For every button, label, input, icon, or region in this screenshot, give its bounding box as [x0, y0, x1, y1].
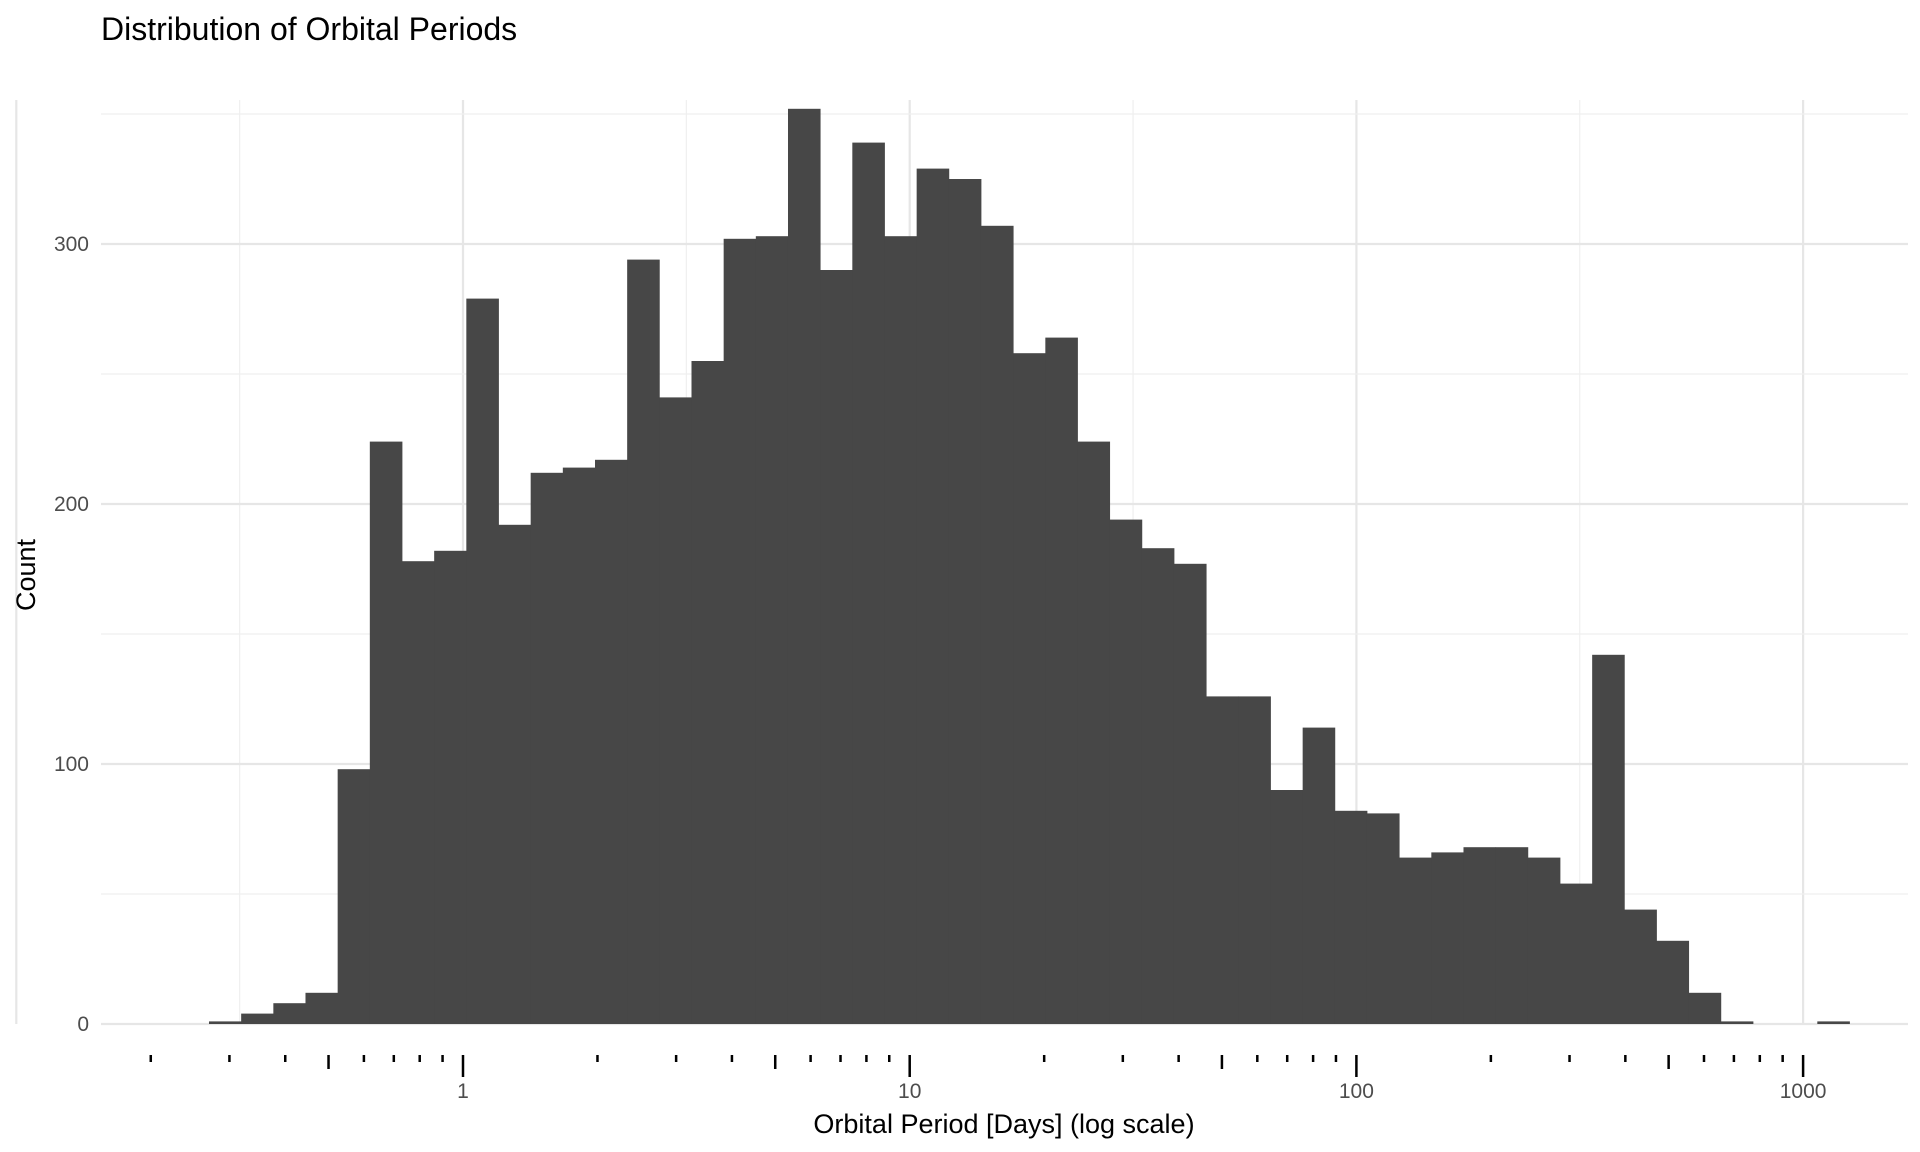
histogram-bar [1045, 337, 1078, 1025]
histogram-bar [691, 361, 725, 1024]
histogram-bars [208, 108, 1850, 1025]
histogram-bar [1688, 992, 1722, 1024]
histogram-bar [820, 270, 853, 1024]
histogram-bar [1141, 548, 1175, 1024]
histogram-bar [1527, 857, 1561, 1024]
histogram-bar [337, 769, 371, 1024]
histogram-bar [1173, 563, 1207, 1024]
histogram-bar [787, 108, 821, 1025]
histogram-bar [401, 561, 435, 1024]
histogram-bar [1559, 883, 1593, 1024]
chart-title: Distribution of Orbital Periods [101, 11, 517, 47]
x-axis-tick-label: 1 [457, 1080, 469, 1103]
histogram-bar [1431, 852, 1464, 1024]
histogram-bar [1334, 810, 1368, 1024]
x-axis-label: Orbital Period [Days] (log scale) [813, 1109, 1194, 1139]
histogram-bar [852, 142, 885, 1025]
histogram-bar [466, 298, 499, 1025]
histogram-bar [723, 238, 757, 1025]
histogram-bar [273, 1003, 306, 1024]
histogram-bar [916, 168, 950, 1025]
histogram-bar [1077, 441, 1111, 1025]
histogram-bar [1302, 727, 1336, 1024]
histogram-bar [208, 1021, 242, 1024]
histogram-bar [627, 259, 660, 1025]
x-axis-ticks [149, 1055, 1805, 1077]
histogram-bar [980, 225, 1014, 1025]
histogram-bar [1109, 519, 1143, 1024]
histogram-bar [1720, 1021, 1754, 1024]
histogram-bar [1206, 696, 1239, 1024]
histogram-bar [948, 179, 982, 1024]
histogram-bar [1656, 940, 1690, 1024]
histogram-bar [305, 992, 339, 1024]
histogram-bar [1817, 1021, 1850, 1024]
histogram-bar [530, 472, 564, 1024]
x-axis-tick-labels: 1 10 100 1000 [457, 1080, 1826, 1103]
histogram-bar [562, 467, 596, 1025]
histogram-bar [1624, 909, 1657, 1024]
histogram-bar [434, 550, 467, 1024]
y-axis-tick-label: 300 [54, 233, 89, 256]
histogram-bar [1013, 353, 1046, 1024]
histogram-bar [755, 236, 789, 1024]
histogram-bar [1495, 847, 1529, 1024]
histogram-bar [1366, 813, 1400, 1024]
histogram-bar [1238, 696, 1271, 1024]
x-axis-tick-label: 10 [898, 1080, 921, 1103]
histogram-bar [1592, 654, 1625, 1024]
x-axis-tick-label: 1000 [1780, 1080, 1827, 1103]
histogram-bar [659, 397, 692, 1024]
y-axis-tick-label: 200 [54, 493, 89, 516]
y-axis-tick-label: 100 [54, 753, 89, 776]
x-axis-tick-label: 100 [1339, 1080, 1374, 1103]
y-axis-label: Count [11, 538, 41, 611]
histogram-bar [884, 236, 918, 1024]
y-axis-tick-labels: 0 100 200 300 [54, 233, 89, 1036]
histogram-bar [241, 1013, 274, 1024]
histogram-bar [1399, 857, 1432, 1024]
histogram-bar [595, 459, 628, 1024]
histogram-bar [1463, 847, 1497, 1024]
histogram-bar [369, 441, 403, 1025]
histogram-bar [498, 524, 532, 1024]
histogram-bar [1270, 790, 1304, 1024]
y-axis-tick-label: 0 [77, 1013, 89, 1036]
